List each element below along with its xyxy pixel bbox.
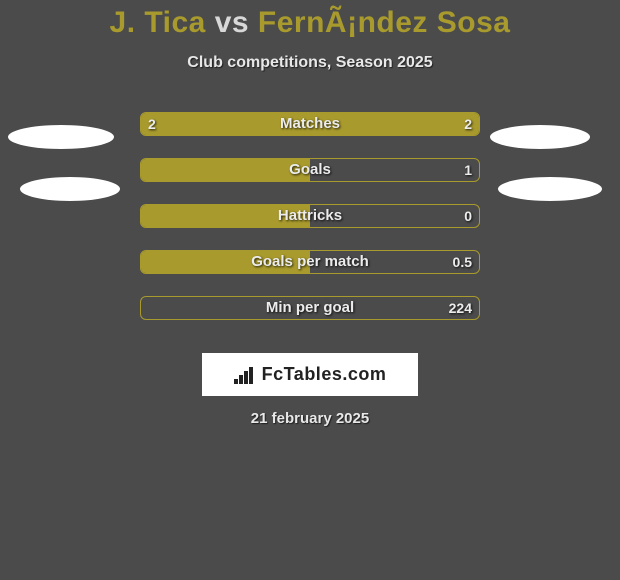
bar-fill-left	[141, 113, 310, 135]
bar-track	[140, 250, 480, 274]
bar-chart-icon	[234, 366, 256, 384]
decorative-ellipse	[498, 177, 602, 201]
date-label: 21 february 2025	[0, 410, 620, 427]
stat-value-right: 0	[464, 204, 472, 228]
stat-value-right: 0.5	[453, 250, 472, 274]
stat-value-left: 2	[148, 112, 156, 136]
decorative-ellipse	[8, 125, 114, 149]
bar-fill-left	[141, 251, 310, 273]
logo-text: FcTables.com	[262, 364, 387, 385]
comparison-infographic: J. Tica vs FernÃ¡ndez Sosa Club competit…	[0, 0, 620, 580]
stat-row: Goals per match0.5	[0, 250, 620, 296]
logo-bar-icon	[239, 375, 243, 384]
title: J. Tica vs FernÃ¡ndez Sosa	[0, 0, 620, 40]
logo-bar-icon	[249, 367, 253, 384]
decorative-ellipse	[490, 125, 590, 149]
player1-name: J. Tica	[110, 6, 206, 39]
player2-name: FernÃ¡ndez Sosa	[258, 6, 511, 39]
stat-value-right: 2	[464, 112, 472, 136]
bar-fill-right	[310, 113, 479, 135]
stat-value-right: 224	[449, 296, 472, 320]
stat-value-right: 1	[464, 158, 472, 182]
bar-track	[140, 296, 480, 320]
bar-track	[140, 112, 480, 136]
logo-bar-icon	[234, 379, 238, 384]
stat-row: Hattricks0	[0, 204, 620, 250]
subtitle: Club competitions, Season 2025	[0, 54, 620, 72]
logo-bar-icon	[244, 371, 248, 384]
bar-fill-left	[141, 205, 310, 227]
bar-fill-left	[141, 159, 310, 181]
stat-row: Min per goal224	[0, 296, 620, 342]
logo-box: FcTables.com	[202, 353, 418, 396]
vs-label: vs	[215, 6, 249, 39]
bar-track	[140, 158, 480, 182]
decorative-ellipse	[20, 177, 120, 201]
bar-track	[140, 204, 480, 228]
